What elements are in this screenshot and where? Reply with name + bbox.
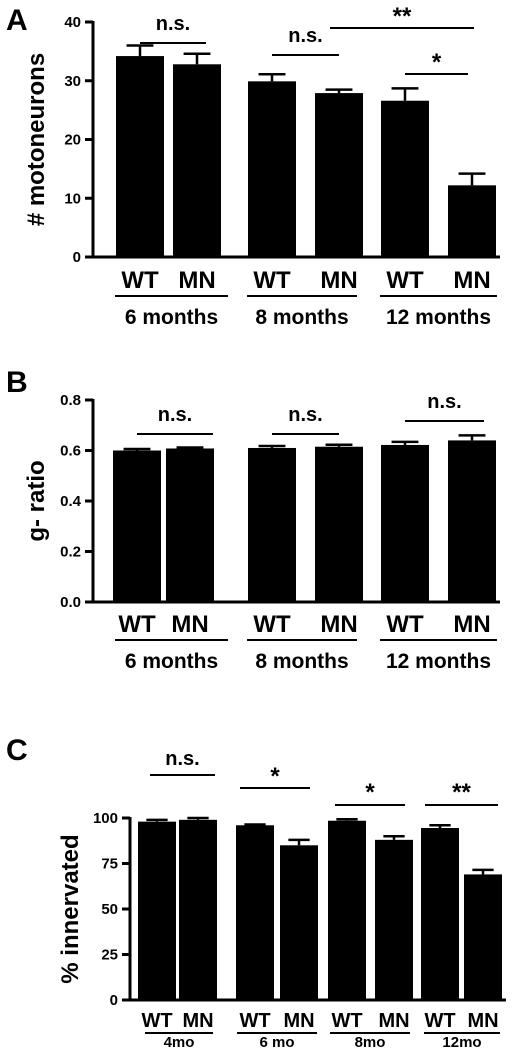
category-label: MN [320, 267, 357, 294]
bar [328, 820, 366, 1000]
category-label: WT [239, 1010, 270, 1032]
group-label: 8mo [355, 1034, 386, 1050]
y-tick-label: 10 [64, 190, 81, 207]
bar [248, 447, 296, 602]
category-label: MN [320, 611, 357, 638]
bar [280, 845, 318, 1000]
group-label: 4mo [164, 1034, 195, 1050]
category-label: WT [121, 267, 159, 294]
y-axis-label: # motoneurons [23, 53, 50, 226]
y-axis-label: g- ratio [23, 460, 50, 541]
significance-label: ** [393, 3, 412, 30]
y-tick-label: 0.4 [60, 493, 82, 510]
bar [315, 93, 363, 258]
group-label: 8 months [255, 306, 348, 329]
y-tick-label: 0.8 [60, 392, 81, 409]
group-label: 8 months [255, 650, 348, 673]
category-label: MN [378, 1010, 409, 1032]
bar [166, 448, 214, 602]
significance-label: n.s. [427, 391, 461, 413]
bar [421, 828, 459, 1000]
bar [315, 446, 363, 602]
y-tick-label: 20 [64, 132, 81, 149]
y-tick-label: 0.6 [60, 443, 81, 460]
category-label: WT [141, 1010, 172, 1032]
category-label: WT [118, 611, 156, 638]
bar [375, 839, 413, 1000]
category-label: MN [171, 611, 208, 638]
y-tick-label: 0.2 [60, 544, 81, 561]
category-label: WT [253, 611, 291, 638]
category-label: MN [467, 1010, 498, 1032]
y-tick-label: 0 [73, 249, 81, 266]
group-label: 6 mo [259, 1034, 294, 1050]
bar [381, 100, 429, 257]
category-label: MN [178, 267, 215, 294]
y-tick-label: 100 [93, 810, 118, 827]
bar [236, 825, 274, 1000]
category-label: WT [386, 611, 424, 638]
panel-label: B [6, 366, 28, 399]
bar [381, 444, 429, 602]
bar [113, 450, 161, 602]
group-label: 12 months [386, 306, 491, 329]
category-label: WT [424, 1010, 455, 1032]
category-label: MN [283, 1010, 314, 1032]
category-label: MN [182, 1010, 213, 1032]
group-label: 6 months [125, 650, 218, 673]
panel-label: A [6, 4, 28, 37]
significance-label: n.s. [156, 13, 190, 35]
bar [448, 185, 496, 257]
significance-label: n.s. [288, 404, 322, 426]
y-tick-label: 0 [110, 992, 118, 1009]
category-label: MN [453, 611, 490, 638]
group-label: 6 months [125, 306, 218, 329]
y-tick-label: 40 [64, 14, 81, 31]
panel-label: C [6, 734, 28, 767]
y-tick-label: 0.0 [60, 594, 81, 611]
y-tick-label: 75 [101, 856, 118, 873]
y-axis-label: % innervated [57, 834, 84, 983]
category-label: WT [331, 1010, 362, 1032]
y-tick-label: 25 [101, 947, 118, 964]
significance-label: n.s. [288, 25, 322, 47]
bar [448, 440, 496, 602]
group-label: 12 months [386, 650, 491, 673]
bar [179, 819, 217, 1000]
group-label: 12mo [442, 1034, 481, 1050]
y-tick-label: 30 [64, 73, 81, 90]
category-label: MN [453, 267, 490, 294]
significance-label: * [270, 763, 280, 790]
bar [248, 81, 296, 258]
y-tick-label: 50 [101, 901, 118, 918]
bar [464, 874, 502, 1000]
bar [116, 56, 164, 258]
bar [173, 64, 221, 257]
significance-label: n.s. [158, 404, 192, 426]
significance-label: n.s. [165, 748, 199, 770]
bar [138, 821, 176, 1000]
significance-label: * [432, 49, 442, 76]
category-label: WT [253, 267, 291, 294]
significance-label: ** [452, 779, 471, 806]
category-label: WT [386, 267, 424, 294]
significance-label: * [365, 779, 375, 806]
